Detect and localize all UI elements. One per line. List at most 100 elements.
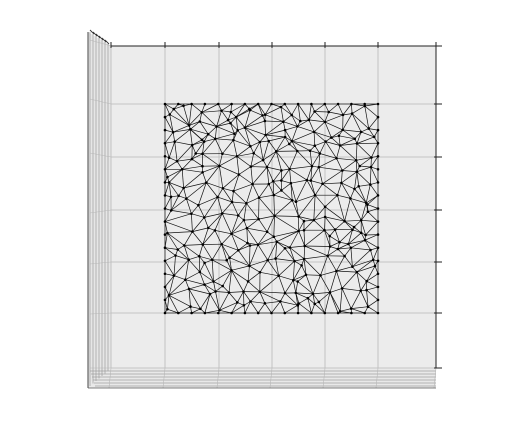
mesh-edge-532	[370, 184, 379, 196]
mesh-edge-129	[221, 103, 232, 111]
mesh-edge-465	[339, 288, 343, 312]
side-grid-h-4	[89, 261, 112, 265]
mesh-edge-484	[336, 266, 353, 272]
mesh-edge-524	[356, 157, 372, 161]
mesh-edge-440	[341, 170, 343, 183]
mesh-node-45	[376, 246, 380, 249]
mesh-edge-370	[289, 247, 295, 262]
mesh-edge-61	[168, 169, 183, 183]
mesh-node-308	[290, 139, 294, 143]
mesh-node-216	[328, 291, 332, 294]
mesh-edge-58	[176, 161, 183, 170]
mesh-edge-404	[314, 194, 326, 208]
mesh-node-96	[201, 164, 204, 168]
mesh-edge-837	[183, 245, 200, 257]
mesh-node-188	[294, 291, 298, 295]
mesh-edge-80	[177, 249, 189, 260]
side-grid-h-5	[89, 312, 112, 315]
mesh-edge-220	[232, 201, 247, 204]
mesh-node-133	[236, 301, 239, 304]
mesh-edge-798	[222, 270, 232, 287]
mesh-edge-130	[199, 112, 203, 122]
mesh-edge-433	[324, 121, 343, 131]
mesh-edge-339	[289, 150, 298, 170]
mesh-edge-449	[334, 220, 345, 230]
mesh-edge-279	[264, 303, 272, 314]
mesh-edge-40	[168, 275, 175, 296]
mesh-node-180	[288, 167, 291, 171]
mesh-edge-781	[230, 122, 235, 134]
mesh-node-10	[203, 102, 207, 106]
mesh-edge-343	[273, 230, 299, 238]
mesh-edge-184	[231, 191, 234, 203]
mesh-edge-145	[206, 182, 218, 198]
mesh-node-42	[310, 102, 313, 106]
mesh-edge-753	[247, 242, 259, 246]
mesh-node-18	[230, 102, 233, 106]
mesh-edge-215	[250, 153, 255, 167]
mesh-edge-316	[278, 275, 286, 294]
mesh-edge-67	[170, 195, 179, 211]
mesh-edge-177	[219, 165, 240, 175]
mesh-node-212	[328, 234, 332, 238]
mesh-node-163	[282, 120, 285, 123]
mesh-node-275	[236, 129, 239, 132]
mesh-edge-275	[250, 291, 261, 302]
mesh-node-306	[198, 254, 201, 258]
mesh-edge-496	[350, 290, 362, 309]
mesh-edge-540	[360, 202, 367, 221]
mesh-edge-75	[167, 231, 193, 234]
mesh-node-144	[248, 264, 251, 268]
mesh-edge-601	[370, 247, 379, 251]
triangular-mesh	[163, 102, 380, 315]
mesh-edge-761	[339, 241, 349, 245]
mesh-edge-749	[231, 233, 248, 244]
mesh-node-292	[264, 133, 267, 137]
mesh-node-198	[302, 228, 306, 232]
mesh-node-234	[355, 142, 359, 145]
mesh-edge-656	[284, 126, 298, 131]
mesh-edge-809	[168, 157, 178, 162]
mesh-node-117	[212, 280, 215, 283]
mesh-edge-857	[284, 304, 298, 314]
mesh-edge-464	[329, 292, 341, 312]
mesh-edge-575	[367, 299, 379, 307]
mesh-node-165	[274, 150, 278, 153]
mesh-node-243	[355, 270, 359, 274]
mesh-node-238	[349, 197, 352, 200]
mesh-edge-254	[252, 183, 260, 198]
mesh-node-40	[163, 233, 167, 236]
mesh-edge-349	[275, 258, 295, 262]
mesh-edge-416	[320, 255, 329, 276]
mesh-node-235	[354, 159, 358, 162]
mesh-node-297	[300, 264, 303, 267]
mesh-edge-331	[284, 136, 290, 145]
mesh-edge-495	[351, 308, 365, 314]
mesh-edge-526	[370, 166, 379, 183]
mesh-edge-317	[259, 291, 286, 294]
mesh-edge-478	[344, 198, 351, 222]
mesh-node-89	[184, 278, 187, 282]
z-tick-3	[98, 35, 104, 41]
mesh-edge-745	[276, 241, 286, 249]
mesh-edge-439	[336, 158, 343, 171]
mesh-edge-610	[313, 121, 326, 133]
mesh-edge-222	[237, 203, 247, 216]
mesh-node-159	[258, 271, 262, 274]
mesh-node-184	[297, 229, 301, 233]
mesh-edge-225	[243, 203, 247, 221]
mesh-edge-831	[249, 109, 263, 116]
mesh-edge-647	[172, 125, 190, 133]
mesh-edge-804	[164, 143, 170, 158]
mesh-edge-661	[244, 115, 263, 128]
mesh-node-114	[213, 229, 217, 232]
mesh-edge-76	[191, 213, 193, 232]
mesh-edge-762	[352, 229, 362, 234]
mesh-node-194	[310, 164, 314, 168]
mesh-edge-385	[314, 111, 329, 113]
mesh-node-32	[163, 207, 167, 210]
mesh-edge-353	[298, 303, 312, 314]
mesh-node-202	[311, 292, 315, 296]
mesh-edge-599	[350, 239, 366, 249]
mesh-edge-423	[318, 301, 326, 314]
